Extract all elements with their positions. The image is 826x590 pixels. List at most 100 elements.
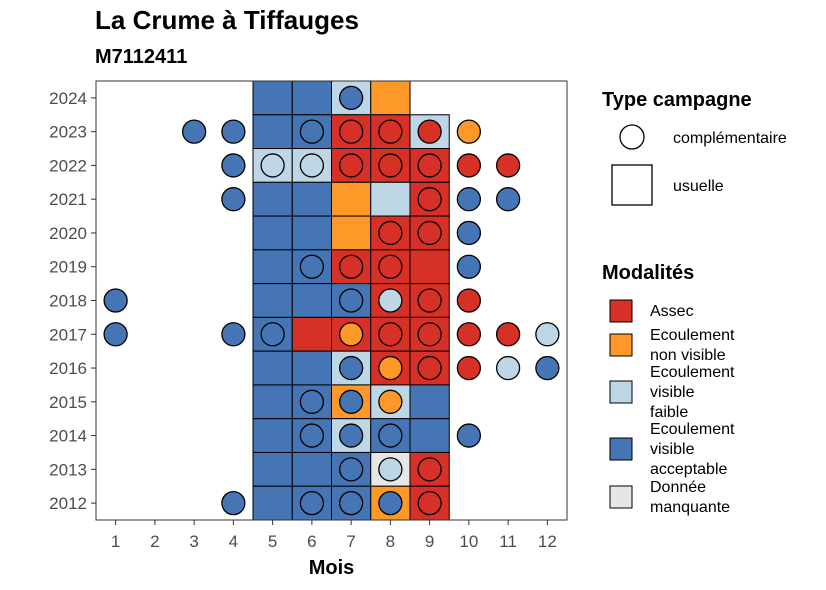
x-tick-label: 8 (386, 532, 395, 551)
complementaire-point (417, 322, 442, 347)
y-tick-label: 2017 (49, 325, 87, 344)
complementaire-point (456, 187, 482, 212)
complementaire-point (417, 153, 442, 178)
legend-square-key (611, 164, 653, 206)
complementaire-point (299, 389, 325, 414)
complementaire-point (221, 187, 246, 212)
y-tick-label: 2018 (49, 292, 87, 311)
legend-mod-key (609, 380, 633, 404)
usuelle-cell (331, 215, 372, 251)
usuelle-cell (252, 485, 293, 521)
legend-mod-label: Assec (650, 303, 694, 320)
x-tick-label: 12 (538, 532, 557, 551)
y-tick-label: 2024 (49, 89, 87, 108)
usuelle-cell (331, 181, 372, 217)
legend-mod-label: manquante (650, 499, 730, 516)
complementaire-point (378, 288, 403, 313)
complementaire-point (495, 355, 521, 381)
complementaire-point (299, 119, 325, 144)
complementaire-point (417, 355, 442, 381)
complementaire-point (456, 423, 482, 448)
legend-mod-key (609, 333, 633, 357)
y-tick-label: 2021 (49, 190, 87, 209)
usuelle-cell (291, 316, 332, 352)
complementaire-point (417, 187, 442, 212)
complementaire-point (495, 322, 521, 347)
usuelle-cell (252, 114, 293, 150)
complementaire-point (299, 423, 325, 448)
complementaire-point (378, 322, 403, 347)
usuelle-cell (252, 80, 293, 116)
complementaire-point (221, 490, 246, 516)
complementaire-point (221, 119, 246, 144)
usuelle-cell (252, 181, 293, 217)
legend-mod-label: Donnée (650, 479, 706, 496)
complementaire-point (535, 355, 560, 381)
usuelle-cell (252, 384, 293, 420)
usuelle-cell (370, 80, 411, 116)
legend-mod-label: faible (650, 404, 688, 421)
chart-title: La Crume à Tiffauges (95, 5, 359, 35)
complementaire-point (221, 153, 246, 178)
complementaire-point (378, 389, 403, 414)
x-tick-label: 1 (111, 532, 120, 551)
legend-type-title: Type campagne (602, 89, 752, 111)
complementaire-point (338, 85, 364, 111)
complementaire-point (495, 153, 521, 178)
legend-mod-key (609, 437, 633, 461)
y-tick-label: 2012 (49, 494, 87, 513)
complementaire-point (103, 322, 128, 347)
complementaire-point (456, 220, 482, 246)
legend-mod-key (609, 485, 633, 509)
complementaire-point (378, 355, 403, 381)
legend-type-label: usuelle (673, 178, 724, 195)
legend-type-label: complémentaire (673, 130, 787, 147)
x-tick-label: 2 (150, 532, 159, 551)
usuelle-cell (252, 215, 293, 251)
complementaire-point (378, 457, 403, 482)
complementaire-point (338, 288, 364, 313)
complementaire-point (338, 119, 364, 144)
complementaire-point (103, 288, 128, 313)
x-axis-title: Mois (309, 557, 355, 579)
complementaire-point (260, 153, 285, 178)
complementaire-point (338, 490, 364, 516)
complementaire-point (338, 153, 364, 178)
complementaire-point (260, 322, 285, 347)
complementaire-point (221, 322, 246, 347)
y-tick-label: 2019 (49, 258, 87, 277)
complementaire-point (338, 322, 364, 347)
complementaire-point (417, 288, 442, 313)
y-tick-label: 2020 (49, 224, 87, 243)
usuelle-cell (291, 80, 332, 116)
x-tick-label: 6 (307, 532, 316, 551)
complementaire-point (338, 355, 364, 381)
usuelle-cell (252, 350, 293, 386)
complementaire-point (456, 288, 482, 313)
usuelle-cell (409, 384, 450, 420)
legend-circle-key (619, 124, 645, 150)
y-tick-label: 2023 (49, 123, 87, 142)
usuelle-cell (291, 181, 332, 217)
x-tick-label: 11 (499, 532, 517, 551)
complementaire-point (417, 490, 442, 516)
complementaire-point (535, 322, 560, 347)
legend-mod-key (609, 299, 633, 323)
usuelle-cell (291, 215, 332, 251)
complementaire-point (456, 254, 482, 279)
usuelle-cell (291, 350, 332, 386)
legend-mod-label: Ecoulement (650, 364, 735, 381)
complementaire-point (378, 119, 403, 144)
y-tick-label: 2022 (49, 156, 87, 175)
complementaire-point (338, 457, 364, 482)
x-tick-label: 4 (229, 532, 238, 551)
usuelle-cell (291, 451, 332, 487)
legend-type-campagne: Type campagne complémentaire usuelle (602, 89, 787, 206)
usuelle-cell (291, 283, 332, 318)
y-tick-label: 2014 (49, 427, 87, 446)
complementaire-point (378, 153, 403, 178)
usuelle-cell (252, 249, 293, 285)
chart-subtitle: M7112411 (95, 46, 188, 68)
complementaire-point (417, 220, 442, 246)
